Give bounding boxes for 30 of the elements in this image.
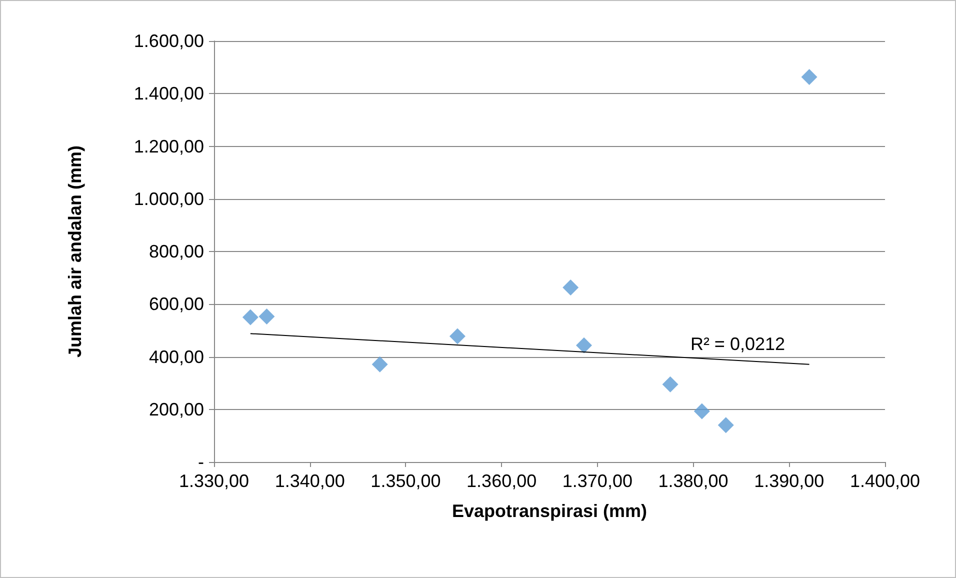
x-tick-label: 1.370,00 [562, 471, 632, 491]
y-tick-label: 1.000,00 [134, 188, 204, 209]
y-axis-title: Jumlah air andalan (mm) [65, 145, 85, 358]
point [258, 308, 275, 324]
y-tick-label: 800,00 [148, 242, 204, 262]
y-tick-label: - [198, 452, 204, 472]
point [372, 356, 388, 372]
annotation: R² = 0,0212 [690, 334, 785, 354]
y-tick-label: 1.200,00 [134, 136, 204, 156]
point [801, 69, 818, 86]
point [449, 328, 466, 344]
x-tick-label: 1.390,00 [754, 471, 824, 491]
x-axis-title: Evapotranspirasi (mm) [452, 501, 648, 521]
x-tick-label: 1.360,00 [466, 471, 537, 491]
x-tick-label: 1.350,00 [370, 471, 441, 491]
point [242, 309, 258, 326]
y-tick-label: 1.600,00 [134, 31, 204, 51]
point [576, 337, 592, 354]
x-tick-label: 1.340,00 [274, 471, 345, 491]
x-tick-label: 1.400,00 [850, 471, 920, 491]
point [694, 403, 710, 420]
y-tick-label: 600,00 [148, 294, 204, 314]
x-tick-label: 1.330,00 [178, 471, 250, 491]
point [718, 417, 734, 434]
x-tick-label: 1.380,00 [658, 471, 728, 491]
y-tick-label: 200,00 [148, 399, 204, 420]
y-tick-label: 400,00 [148, 346, 204, 367]
y-tick-label: 1.400,00 [134, 84, 204, 104]
point [562, 280, 579, 296]
point [662, 376, 678, 392]
